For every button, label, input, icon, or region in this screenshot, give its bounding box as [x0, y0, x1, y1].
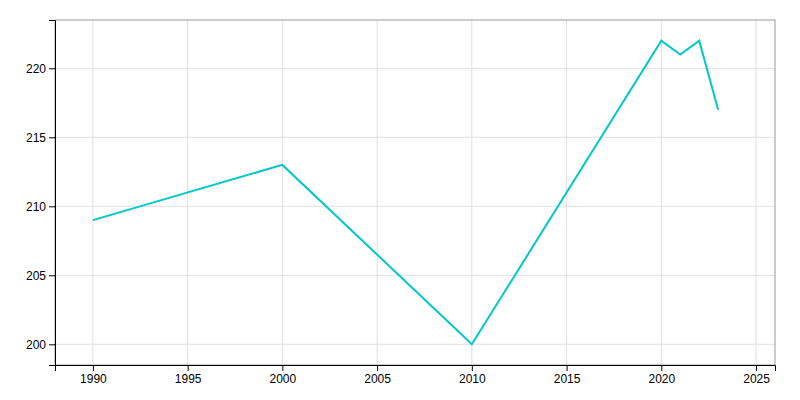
- x-tick-label: 2025: [743, 372, 770, 386]
- x-tick-mark: [567, 365, 568, 371]
- grid-line-x: [756, 20, 757, 365]
- x-tick-mark: [93, 365, 94, 371]
- x-tick-mark: [756, 365, 757, 371]
- x-tick: 2025: [743, 365, 770, 386]
- y-tick-label: 200: [26, 338, 46, 352]
- plot-area: 1990 1995 2000 2005 2010 2015 2020 2025 200 205 21…: [26, 20, 776, 386]
- x-tick-label: 2015: [554, 372, 581, 386]
- x-tick: 2005: [364, 365, 391, 386]
- x-tick: 2010: [459, 365, 486, 386]
- y-tick-mark: [49, 344, 55, 345]
- x-tick-label: 2010: [459, 372, 486, 386]
- x-tick-mark: [188, 365, 189, 371]
- x-tick-label: 2020: [648, 372, 675, 386]
- y-tick-label: 205: [26, 269, 46, 283]
- y-tick-label: 215: [26, 131, 46, 145]
- x-tick-mark: [282, 365, 283, 371]
- grid-line-x: [92, 20, 93, 365]
- x-tick: 2020: [648, 365, 675, 386]
- grid-line-y: [55, 206, 775, 207]
- x-axis-line: [56, 366, 776, 372]
- x-tick: 1995: [175, 365, 202, 386]
- y-tick: 205: [26, 269, 55, 283]
- x-tick-mark: [377, 365, 378, 371]
- grid-line-y: [55, 68, 775, 69]
- y-tick: 220: [26, 62, 55, 76]
- plot-frame: [55, 20, 775, 365]
- population-line: [93, 41, 718, 345]
- y-axis-line: [49, 21, 56, 366]
- grid-line-y: [55, 275, 775, 276]
- x-tick-label: 1995: [175, 372, 202, 386]
- y-tick-mark: [49, 137, 55, 138]
- grid: [55, 20, 775, 365]
- grid-line-y: [55, 344, 775, 345]
- grid-line-x: [282, 20, 283, 365]
- x-tick-label: 2005: [364, 372, 391, 386]
- y-tick-mark: [49, 275, 55, 276]
- y-axis: 200 205 210 215 220: [26, 21, 56, 366]
- grid-line-x: [661, 20, 662, 365]
- y-tick-mark: [49, 68, 55, 69]
- y-tick-mark: [49, 206, 55, 207]
- marks: [93, 41, 718, 345]
- y-tick-label: 220: [26, 62, 46, 76]
- x-tick: 1990: [80, 365, 107, 386]
- y-tick-label: 210: [26, 200, 46, 214]
- y-tick: 200: [26, 338, 55, 352]
- x-tick-label: 2000: [270, 372, 297, 386]
- grid-line-y: [55, 137, 775, 138]
- grid-line-x: [377, 20, 378, 365]
- chart-svg: 1990 1995 2000 2005 2010 2015 2020 2025 200 205 21…: [0, 0, 800, 400]
- y-tick: 210: [26, 200, 55, 214]
- x-tick: 2015: [554, 365, 581, 386]
- x-tick-mark: [661, 365, 662, 371]
- x-axis: 1990 1995 2000 2005 2010 2015 2020 2025: [56, 365, 776, 386]
- y-tick: 215: [26, 131, 55, 145]
- x-tick: 2000: [270, 365, 297, 386]
- x-tick-mark: [472, 365, 473, 371]
- x-tick-label: 1990: [80, 372, 107, 386]
- grid-line-x: [471, 20, 472, 365]
